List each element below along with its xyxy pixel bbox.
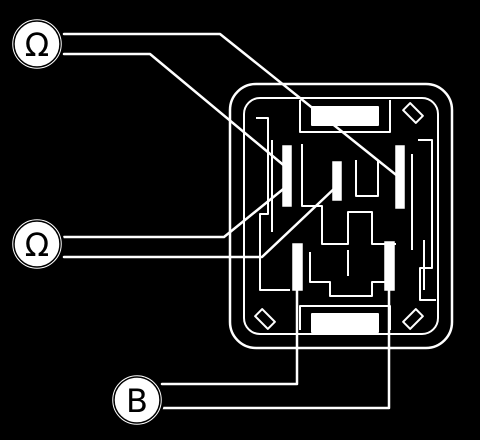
lead-bottom-ohm-2 (62, 184, 339, 259)
lead-bottom-ohm-1 (62, 184, 289, 239)
ohmmeter-bottom-symbol: Ω (25, 226, 49, 264)
relay-internal-structure (254, 100, 436, 333)
ohmmeter-top-symbol: Ω (25, 26, 49, 64)
test-leads (62, 32, 402, 410)
relay-body (228, 82, 454, 350)
battery: B (109, 372, 165, 428)
terminal-left (282, 145, 292, 207)
battery-symbol: B (126, 382, 148, 420)
ohmmeter-top: Ω (9, 16, 65, 72)
lead-battery-1 (160, 260, 299, 386)
lead-top-ohm-2 (62, 52, 289, 170)
lead-top-ohm-1 (62, 32, 402, 180)
lead-battery-2 (160, 260, 391, 410)
ohmmeter-bottom: Ω (9, 216, 65, 272)
terminal-center (332, 161, 342, 201)
